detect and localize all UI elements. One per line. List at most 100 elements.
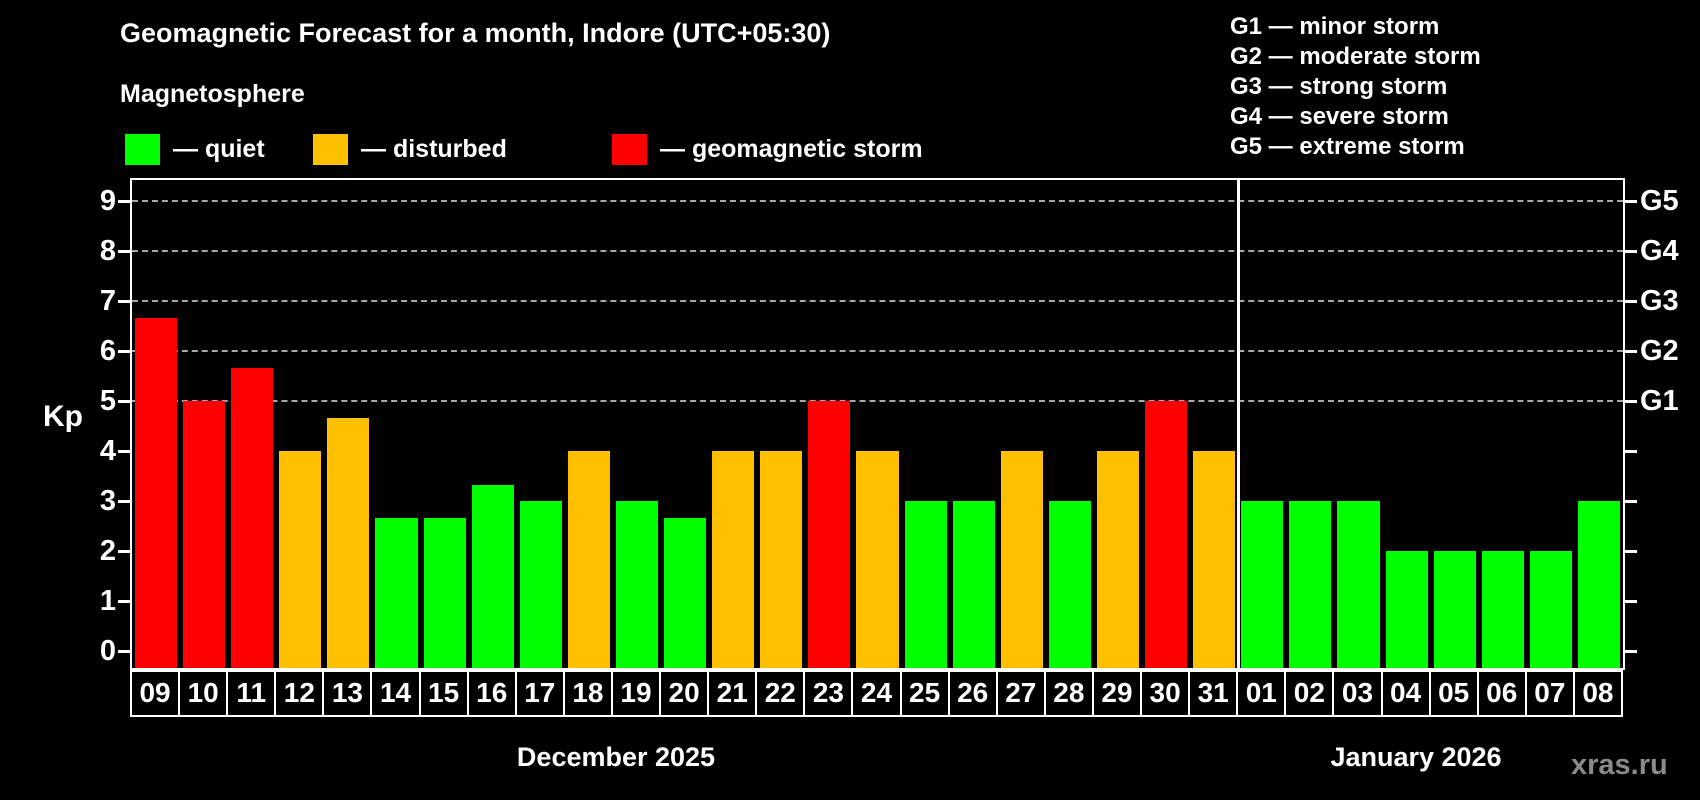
day-label-16: 16 <box>466 670 517 717</box>
legend-label-disturbed: — disturbed <box>361 134 507 163</box>
gridline-kp8 <box>132 250 1623 252</box>
bar-day-23 <box>808 401 851 668</box>
g-legend-line: G5 — extreme storm <box>1230 133 1465 160</box>
bar-day-26 <box>952 501 995 668</box>
day-label-24: 24 <box>851 670 902 717</box>
day-label-29: 29 <box>1091 670 1143 717</box>
day-label-08: 08 <box>1572 670 1623 717</box>
right-axis-label-g2: G2 <box>1640 335 1679 367</box>
month-label-january: January 2026 <box>1330 742 1502 772</box>
bar-day-04 <box>1385 551 1428 668</box>
right-axis-label-g4: G4 <box>1640 235 1679 267</box>
day-label-06: 06 <box>1476 670 1527 717</box>
y-tick-right <box>1625 450 1637 453</box>
bar-day-12 <box>279 451 322 668</box>
y-tick-right <box>1625 200 1637 203</box>
y-tick-label: 4 <box>99 435 116 467</box>
y-tick-left <box>118 650 130 653</box>
y-tick-label: 0 <box>99 635 116 667</box>
day-label-03: 03 <box>1332 670 1383 717</box>
bar-day-22 <box>760 451 803 668</box>
y-tick-left <box>118 200 130 203</box>
y-axis-title: Kp <box>43 400 83 433</box>
bar-day-28 <box>1048 501 1091 668</box>
month-label-december: December 2025 <box>516 742 716 772</box>
y-tick-label: 9 <box>99 185 116 217</box>
day-label-21: 21 <box>707 670 758 717</box>
day-label-09: 09 <box>130 670 181 717</box>
gridline-kp6 <box>132 350 1623 352</box>
day-label-01: 01 <box>1236 670 1287 717</box>
legend-item-storm: — geomagnetic storm <box>612 133 923 165</box>
g-legend-line: G1 — minor storm <box>1230 13 1440 40</box>
y-tick-left <box>118 300 130 303</box>
bar-day-16 <box>471 484 514 668</box>
bar-day-21 <box>712 451 755 668</box>
day-label-02: 02 <box>1284 670 1335 717</box>
bar-day-08 <box>1577 501 1620 668</box>
bar-day-01 <box>1241 501 1284 668</box>
right-axis-label-g1: G1 <box>1640 385 1679 417</box>
bar-day-27 <box>1000 451 1043 668</box>
day-label-04: 04 <box>1380 670 1431 717</box>
y-tick-left <box>118 550 130 553</box>
bar-day-19 <box>615 501 659 668</box>
gridline-kp5 <box>132 400 1623 402</box>
day-label-28: 28 <box>1043 670 1094 717</box>
day-label-19: 19 <box>610 670 662 717</box>
y-tick-right <box>1625 300 1637 303</box>
y-tick-label: 1 <box>99 585 116 617</box>
day-label-22: 22 <box>755 670 806 717</box>
y-tick-left <box>118 250 130 253</box>
y-tick-left <box>118 500 130 503</box>
y-tick-right <box>1625 400 1637 403</box>
bar-day-07 <box>1529 551 1572 668</box>
y-tick-left <box>118 600 130 603</box>
bar-day-11 <box>231 367 274 668</box>
bar-day-03 <box>1337 501 1380 668</box>
disturbed-color-swatch-icon <box>313 133 348 165</box>
legend-label-storm: — geomagnetic storm <box>660 134 923 163</box>
page-title: Geomagnetic Forecast for a month, Indore… <box>120 18 831 48</box>
g-legend-line: G2 — moderate storm <box>1230 43 1481 70</box>
day-label-15: 15 <box>418 670 469 717</box>
gridline-kp7 <box>132 300 1623 302</box>
bar-day-09 <box>135 317 178 668</box>
plot-area <box>118 178 1637 670</box>
g-scale-legend: G1 — minor storm G2 — moderate storm G3 … <box>1230 12 1481 162</box>
y-tick-right <box>1625 250 1637 253</box>
day-label-23: 23 <box>803 670 854 717</box>
gridline-kp9 <box>132 200 1623 202</box>
y-tick-left <box>118 400 130 403</box>
legend-label-quiet: — quiet <box>173 134 265 163</box>
day-label-13: 13 <box>322 670 373 717</box>
bar-day-18 <box>567 451 610 668</box>
y-tick-label: 7 <box>99 285 116 317</box>
right-axis-label-g5: G5 <box>1640 185 1679 217</box>
day-label-20: 20 <box>659 670 710 717</box>
month-separator-line <box>1236 180 1240 668</box>
bar-day-13 <box>327 417 370 668</box>
y-tick-left <box>118 450 130 453</box>
day-label-10: 10 <box>178 670 229 717</box>
bar-day-10 <box>183 401 226 668</box>
legend-item-disturbed: — disturbed <box>313 133 507 165</box>
g-legend-line: G4 — severe storm <box>1230 103 1449 130</box>
bar-day-05 <box>1433 551 1476 668</box>
y-tick-label: 2 <box>99 535 116 567</box>
day-label-17: 17 <box>514 670 565 717</box>
y-tick-label: 6 <box>99 335 116 367</box>
y-tick-right <box>1625 350 1637 353</box>
bar-day-02 <box>1289 501 1332 668</box>
right-axis-label-g3: G3 <box>1640 285 1679 317</box>
bar-day-29 <box>1096 451 1140 668</box>
day-label-11: 11 <box>226 670 277 717</box>
bar-day-24 <box>856 451 899 668</box>
chart-subtitle: Magnetosphere <box>120 80 305 108</box>
legend-item-quiet: — quiet <box>125 133 265 165</box>
day-label-27: 27 <box>995 670 1046 717</box>
day-label-05: 05 <box>1428 670 1479 717</box>
day-label-31: 31 <box>1188 670 1239 717</box>
quiet-color-swatch-icon <box>125 133 160 165</box>
bar-day-06 <box>1481 551 1524 668</box>
